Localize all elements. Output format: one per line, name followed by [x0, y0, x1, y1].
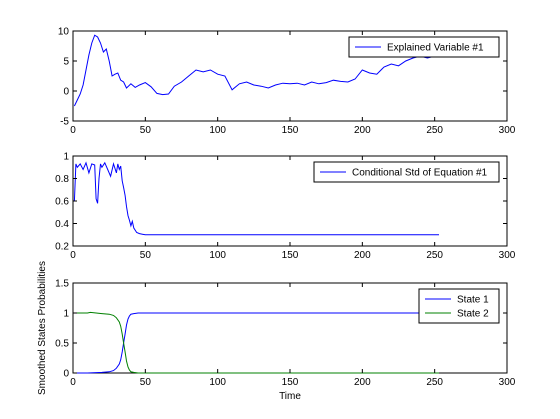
chart-3: 0 50 100 150 200 250 300 0 0.5 1 1.5 Time Smoothed S…: [37, 261, 516, 402]
chart-3-xtick-label: 300: [499, 377, 516, 388]
chart-1-ytick-label: -5: [60, 117, 69, 128]
chart-3-ytick-label: 1: [63, 309, 69, 320]
chart-3-xtick-label: 50: [140, 377, 152, 388]
chart-2-xtick-label: 300: [499, 250, 516, 261]
chart-3-series-line-2: [74, 311, 439, 374]
chart-1-xtick-label: 0: [70, 125, 76, 136]
chart-1-ytick-label: 10: [58, 27, 70, 38]
chart-2-ytick-label: 0.8: [55, 174, 69, 185]
chart-1-legend: Explained Variable #1: [348, 36, 500, 58]
chart-3-ytick-label: 1.5: [55, 279, 69, 290]
chart-2-xtick-label: 200: [354, 250, 371, 261]
chart-2-xtick-label: 0: [70, 250, 76, 261]
chart-3-legend: State 1 State 2: [418, 288, 500, 324]
chart-1-legend-box: [348, 36, 500, 58]
chart-1-xtick-label: 100: [209, 125, 226, 136]
chart-2-xtick-label: 150: [282, 250, 299, 261]
chart-2-legend: Conditional Std of Equation #1: [313, 161, 500, 183]
chart-3-xtick-label: 100: [209, 377, 226, 388]
chart-3-ytick-label: 0.5: [55, 339, 69, 350]
chart-2-xtick-label: 50: [140, 250, 152, 261]
chart-1-xtick-label: 300: [499, 125, 516, 136]
chart-3-legend-label-1: State 1: [457, 295, 489, 306]
chart-1-ytick-label: 5: [63, 57, 69, 68]
chart-1-xtick-label: 150: [282, 125, 299, 136]
chart-1-ytick-label: 0: [63, 87, 69, 98]
chart-1-series-line-1: [73, 34, 440, 107]
chart-3-xtick-label: 150: [282, 377, 299, 388]
chart-3-ytick-label: 0: [63, 369, 69, 380]
chart-2-ytick-label: 0.4: [55, 219, 69, 230]
chart-2-legend-label-1: Conditional Std of Equation #1: [352, 168, 488, 179]
chart-3-legend-label-2: State 2: [457, 309, 489, 320]
chart-2-legend-box: [313, 161, 500, 183]
chart-2-ytick-label: 0.2: [55, 242, 69, 253]
chart-3-series-line-1: [74, 312, 439, 374]
chart-3-xtick-label: 200: [354, 377, 371, 388]
chart-2-xtick-label: 250: [426, 250, 443, 261]
chart-2-ytick-label: 0.6: [55, 197, 69, 208]
chart-1-xtick-label: 200: [354, 125, 371, 136]
chart-2-ytick-label: 1: [63, 152, 69, 163]
chart-3-xtick-label: 0: [70, 377, 76, 388]
chart-1-xtick-label: 50: [140, 125, 152, 136]
chart-3-legend-box: [418, 288, 500, 324]
chart-3-xtick-label: 250: [426, 377, 443, 388]
chart-1-xtick-label: 250: [426, 125, 443, 136]
chart-3-xlabel: Time: [279, 391, 301, 402]
chart-3-ylabel: Smoothed States Probabilities: [37, 261, 48, 395]
chart-1-legend-label-1: Explained Variable #1: [387, 43, 484, 54]
chart-2-series-line-1: [73, 161, 439, 236]
chart-2: 0 50 100 150 200 250 300 0.2 0.4 0.6 0.8 1 Condition…: [55, 152, 516, 262]
chart-2-xtick-label: 100: [209, 250, 226, 261]
